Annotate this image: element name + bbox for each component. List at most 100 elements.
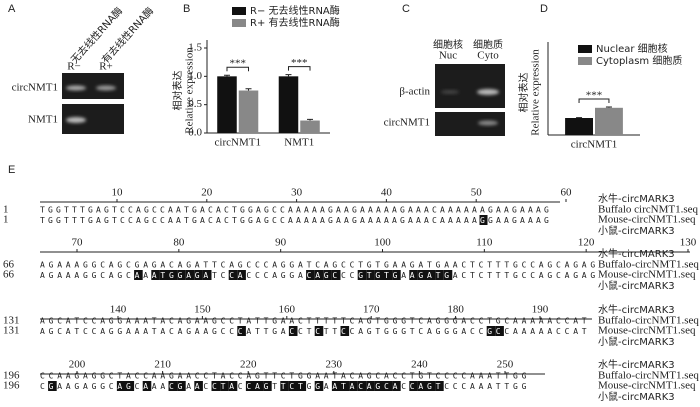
- base: A: [536, 216, 541, 225]
- base: T: [384, 271, 389, 280]
- base: A: [312, 216, 317, 225]
- legend-swatch: [232, 19, 246, 27]
- base: T: [152, 327, 157, 336]
- base: A: [83, 382, 88, 391]
- base: A: [393, 382, 398, 391]
- mismatch-highlight: [314, 270, 324, 280]
- base: G: [444, 271, 449, 280]
- base: G: [104, 216, 109, 225]
- base: T: [40, 216, 45, 225]
- start-position: 131: [3, 315, 20, 327]
- ruler-number: 50: [471, 187, 483, 199]
- base: T: [504, 382, 509, 391]
- base: C: [432, 216, 437, 225]
- base: C: [238, 327, 243, 336]
- panel-label: B: [183, 3, 190, 15]
- x-tick-label: circNMT1: [215, 137, 261, 149]
- base: A: [229, 382, 234, 391]
- y-axis-title: Relative expression: [530, 49, 542, 136]
- bar: [238, 90, 259, 133]
- base: A: [117, 382, 122, 391]
- gel-band: [477, 89, 499, 95]
- base: T: [184, 216, 189, 225]
- base: G: [264, 382, 269, 391]
- base: A: [57, 382, 62, 391]
- base: G: [192, 216, 197, 225]
- legend-swatch: [578, 45, 592, 53]
- y-tick-label: 0.0: [188, 127, 202, 139]
- base: A: [582, 271, 587, 280]
- start-position: 196: [3, 370, 20, 382]
- mismatch-highlight: [340, 381, 350, 391]
- y-axis-title: 相对表达: [517, 73, 530, 113]
- mismatch-highlight: [177, 270, 186, 280]
- base: G: [427, 382, 432, 391]
- base: C: [83, 327, 88, 336]
- panel-label: C: [402, 3, 410, 15]
- base: A: [470, 382, 475, 391]
- base: G: [307, 382, 312, 391]
- base: A: [216, 216, 221, 225]
- base: T: [367, 271, 372, 280]
- start-position: 1: [3, 204, 9, 216]
- ruler-number: 190: [532, 304, 549, 316]
- base: A: [126, 327, 131, 336]
- base: A: [530, 327, 535, 336]
- base: C: [221, 271, 226, 280]
- base: A: [539, 327, 544, 336]
- base: G: [400, 216, 405, 225]
- base: G: [49, 327, 54, 336]
- sequence-name: 小鼠-circMARK3: [598, 335, 675, 348]
- sequence: AGCATCCAGGAAATACAGAAGCCTATTGAACTTTTTCAGT…: [40, 317, 587, 326]
- gel-band: [66, 85, 86, 91]
- base: G: [100, 382, 105, 391]
- base: A: [344, 216, 349, 225]
- base: C: [255, 271, 260, 280]
- mismatch-highlight: [435, 270, 444, 280]
- base: C: [224, 216, 229, 225]
- mismatch-highlight: [220, 381, 229, 391]
- base: T: [410, 327, 415, 336]
- base: A: [66, 382, 71, 391]
- base: T: [298, 382, 303, 391]
- mismatch-highlight: [125, 381, 135, 391]
- sequence-name: 水牛-circMARK3: [598, 358, 675, 371]
- base: A: [547, 327, 552, 336]
- row-label: circNMT1: [384, 117, 430, 129]
- base: G: [393, 271, 398, 280]
- base: C: [410, 382, 415, 391]
- base: A: [392, 216, 397, 225]
- base: A: [255, 382, 260, 391]
- base: C: [128, 216, 133, 225]
- base: G: [590, 271, 595, 280]
- base: G: [453, 327, 458, 336]
- base: A: [109, 271, 114, 280]
- base: T: [487, 271, 492, 280]
- gel-band: [478, 120, 498, 126]
- mismatch-highlight: [211, 381, 221, 391]
- gel-band: [96, 85, 116, 91]
- base: A: [320, 216, 325, 225]
- base: A: [135, 271, 140, 280]
- mismatch-highlight: [349, 381, 358, 391]
- ruler-number: 160: [279, 304, 296, 316]
- mismatch-highlight: [168, 270, 178, 280]
- ruler-number: 210: [154, 359, 171, 371]
- treatment-label: 有去线性RNA酶: [99, 4, 156, 66]
- base: A: [176, 216, 181, 225]
- base: G: [49, 382, 54, 391]
- base: G: [315, 382, 320, 391]
- bar: [300, 120, 320, 133]
- base: A: [66, 271, 71, 280]
- base: A: [296, 216, 301, 225]
- base: C: [470, 327, 475, 336]
- mismatch-highlight: [495, 326, 504, 336]
- mismatch-highlight: [392, 270, 401, 280]
- base: G: [328, 216, 333, 225]
- mismatch-highlight: [228, 270, 238, 280]
- base: C: [479, 271, 484, 280]
- base: G: [384, 327, 389, 336]
- ruler-number: 230: [326, 359, 343, 371]
- ruler-number: 60: [561, 187, 573, 199]
